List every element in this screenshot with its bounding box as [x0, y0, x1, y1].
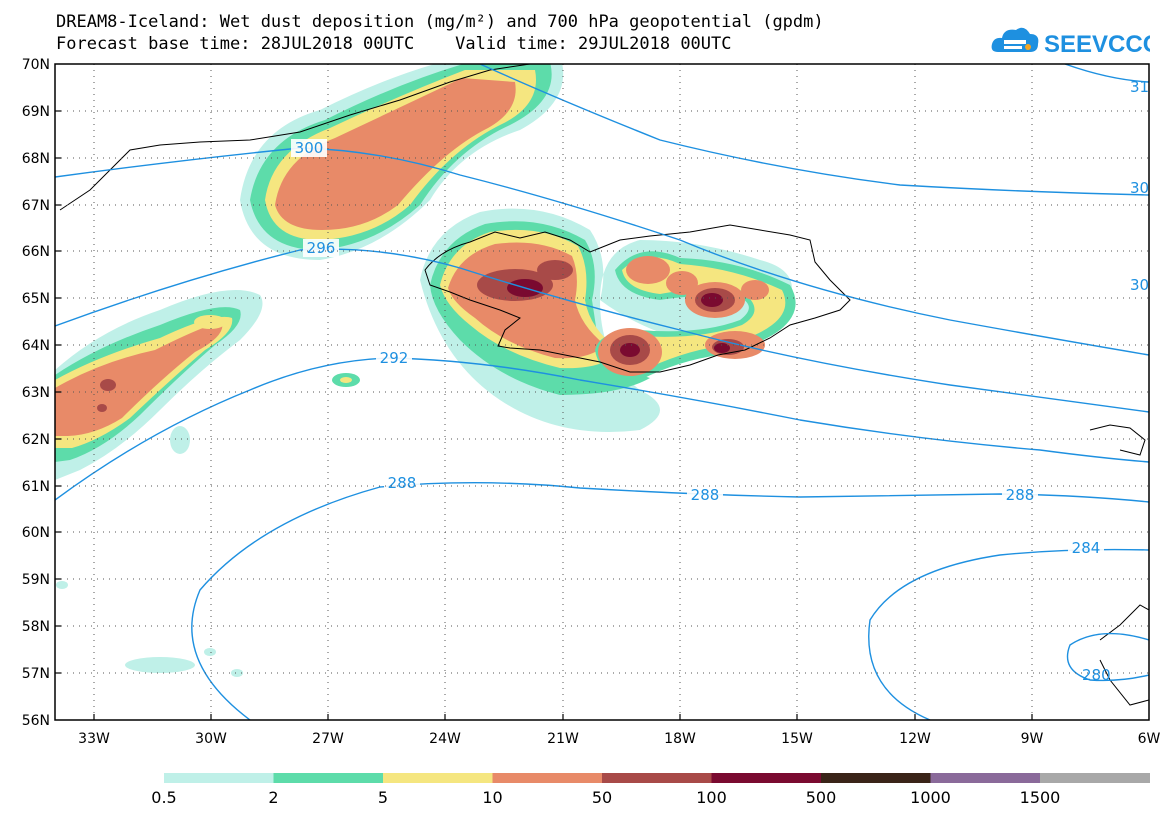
- cloud-icon: [991, 27, 1039, 52]
- colorbar-swatch: [711, 773, 822, 783]
- lat-label: 66N: [22, 244, 50, 260]
- colorbar-label: 5: [378, 788, 388, 807]
- contour-label: 288: [1006, 486, 1035, 504]
- contour-label: 292: [380, 349, 409, 367]
- colorbar-label: 2: [268, 788, 278, 807]
- lon-label: 9W: [1021, 731, 1044, 747]
- contour-label: 30: [1130, 276, 1149, 294]
- lat-label: 59N: [22, 572, 50, 588]
- lat-label: 56N: [22, 713, 50, 729]
- lon-label: 21W: [547, 731, 579, 747]
- lat-label: 58N: [22, 619, 50, 635]
- lat-label: 61N: [22, 479, 50, 495]
- lat-label: 63N: [22, 385, 50, 401]
- contour-label: 288: [388, 474, 417, 492]
- colorbar-swatch: [930, 773, 1041, 783]
- contour-label: 280: [1082, 666, 1111, 684]
- colorbar-swatch: [492, 773, 603, 783]
- lon-label: 33W: [78, 731, 110, 747]
- lon-label: 12W: [899, 731, 931, 747]
- lat-label: 60N: [22, 525, 50, 541]
- lat-label: 62N: [22, 432, 50, 448]
- colorbar-swatch: [602, 773, 712, 783]
- contour-label: 30: [1130, 179, 1149, 197]
- longitude-labels: 33W 30W 27W 24W 21W 18W 15W 12W 9W 6W: [78, 731, 1160, 747]
- colorbar-swatch: [1040, 773, 1150, 783]
- lat-label: 67N: [22, 198, 50, 214]
- graticule: [55, 64, 1149, 720]
- map-title: DREAM8-Iceland: Wet dust deposition (mg/…: [56, 12, 824, 32]
- colorbar: 0.5 2 5 10 50 100 500 1000 1500: [151, 773, 1150, 807]
- lat-label: 57N: [22, 666, 50, 682]
- lon-label: 6W: [1138, 731, 1161, 747]
- tick-marks: [55, 110, 1033, 720]
- contour-label: 31: [1130, 78, 1149, 96]
- colorbar-label: 50: [592, 788, 612, 807]
- colorbar-swatch: [821, 773, 931, 783]
- colorbar-label: 100: [696, 788, 727, 807]
- colorbar-swatch: [273, 773, 384, 783]
- lat-label: 64N: [22, 338, 50, 354]
- lon-label: 30W: [195, 731, 227, 747]
- lon-label: 15W: [781, 731, 813, 747]
- colorbar-label: 1500: [1020, 788, 1061, 807]
- contour-label: 296: [307, 239, 336, 257]
- logo-text: SEEVCCC: [1044, 31, 1150, 58]
- contour-label: 288: [691, 486, 720, 504]
- seevccc-logo: SEEVCCC: [991, 27, 1150, 58]
- lat-label: 70N: [22, 57, 50, 73]
- lat-label: 69N: [22, 104, 50, 120]
- lon-label: 24W: [429, 731, 461, 747]
- colorbar-swatch: [383, 773, 493, 783]
- colorbar-label: 500: [806, 788, 837, 807]
- coastlines: [59, 64, 1149, 706]
- lat-label: 65N: [22, 291, 50, 307]
- colorbar-label: 10: [482, 788, 502, 807]
- colorbar-label: 0.5: [151, 788, 176, 807]
- map-subtitle: Forecast base time: 28JUL2018 00UTC Vali…: [56, 34, 732, 54]
- lat-label: 68N: [22, 151, 50, 167]
- latitude-labels: 70N 69N 68N 67N 66N 65N 64N 63N 62N 61N …: [22, 57, 50, 729]
- colorbar-label: 1000: [910, 788, 951, 807]
- lon-label: 18W: [664, 731, 696, 747]
- dust-deposition-shading: [55, 64, 796, 677]
- contour-label: 300: [295, 139, 324, 157]
- contour-label: 284: [1072, 539, 1101, 557]
- lon-label: 27W: [312, 731, 344, 747]
- contour-labels: 300 296 292 288 288 288 284 31 30 30 280: [291, 78, 1149, 684]
- colorbar-swatch: [164, 773, 274, 783]
